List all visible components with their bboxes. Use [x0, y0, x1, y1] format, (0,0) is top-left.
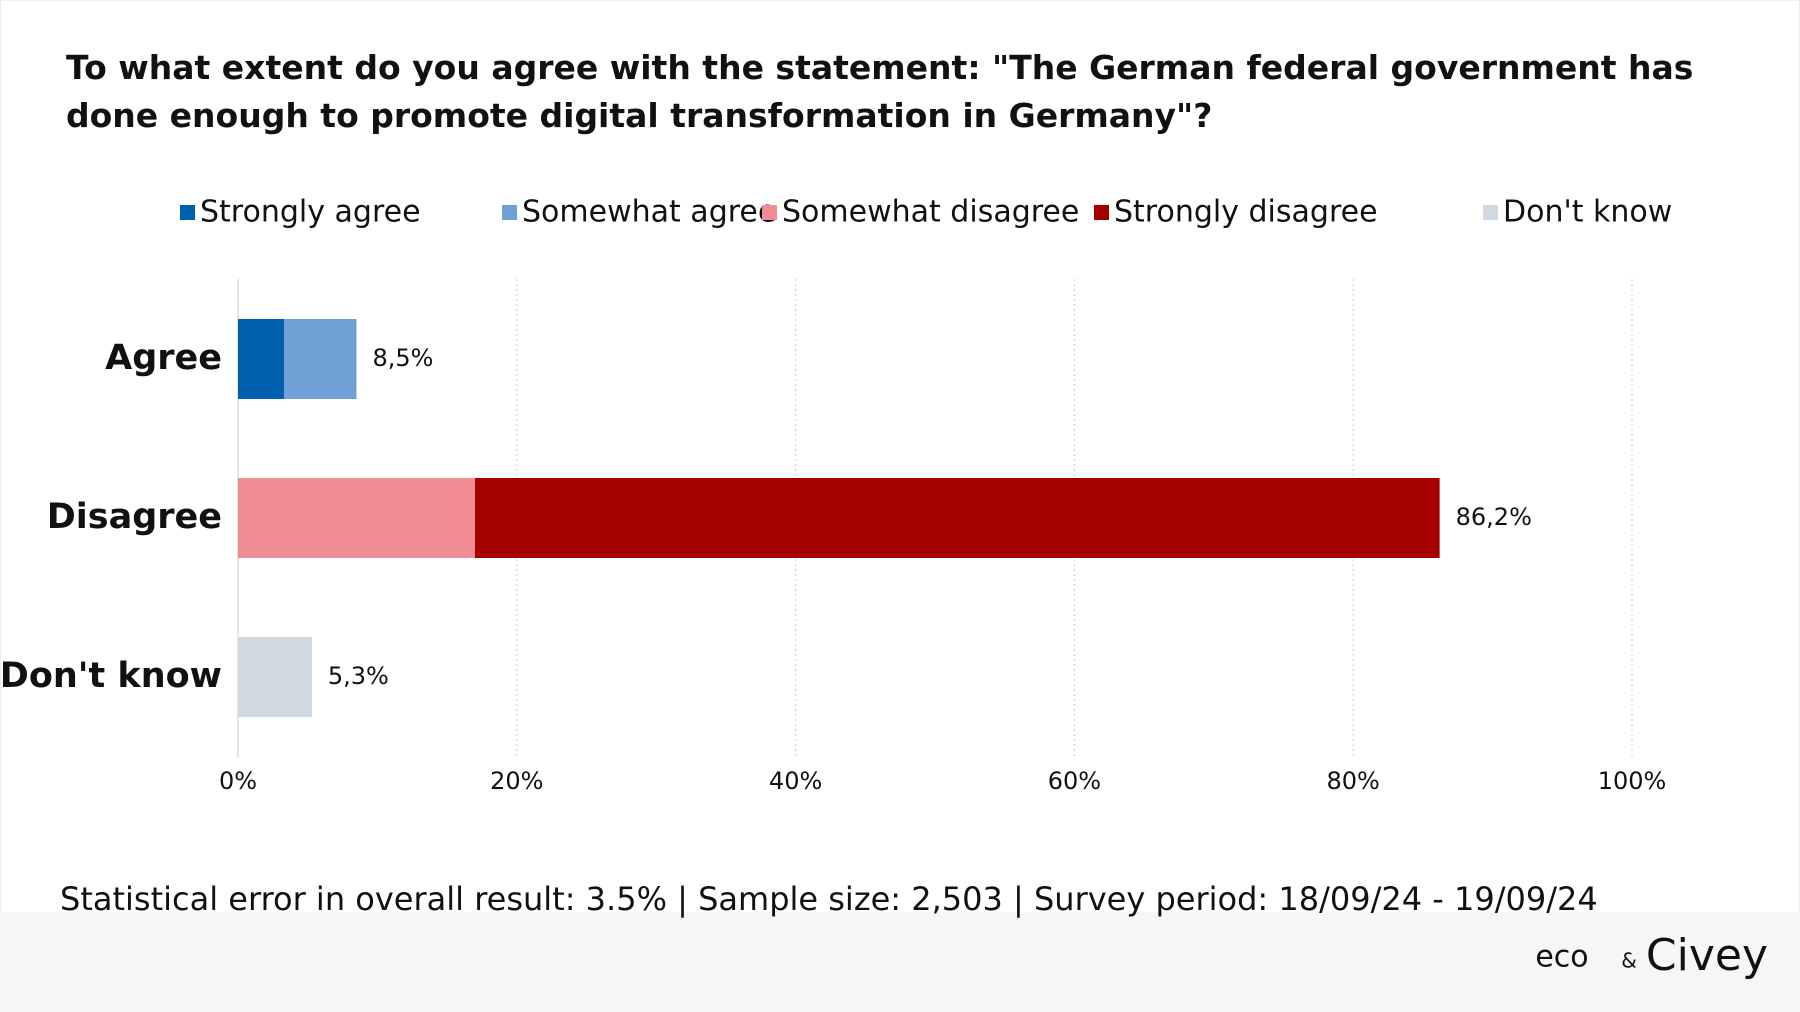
bar-segment	[238, 478, 475, 558]
total-label: 8,5%	[372, 344, 433, 372]
legend-swatch	[180, 205, 195, 220]
x-tick-label: 20%	[490, 767, 543, 795]
logo-civey: Civey	[1646, 930, 1768, 981]
legend-label: Strongly agree	[200, 195, 421, 230]
x-tick-label: 60%	[1048, 767, 1101, 795]
legend-label: Strongly disagree	[1114, 195, 1378, 230]
logo-amp: &	[1621, 949, 1637, 973]
total-label: 86,2%	[1456, 503, 1532, 531]
chart-title: To what extent do you agree with the sta…	[66, 48, 1694, 135]
x-tick-label: 80%	[1327, 767, 1380, 795]
y-tick-label: Disagree	[47, 497, 222, 537]
legend-swatch	[762, 205, 777, 220]
bar-segment	[474, 478, 1440, 558]
x-tick-label: 0%	[219, 767, 257, 795]
legend-label: Don't know	[1503, 195, 1672, 230]
legend-swatch	[1094, 205, 1109, 220]
footer-band	[0, 912, 1800, 1012]
bar-segment	[238, 637, 312, 717]
bar-segment	[284, 319, 357, 399]
legend-swatch	[502, 205, 517, 220]
legend-label: Somewhat disagree	[782, 195, 1079, 230]
x-tick-label: 40%	[769, 767, 822, 795]
footer-note: Statistical error in overall result: 3.5…	[60, 880, 1598, 918]
total-label: 5,3%	[328, 662, 389, 690]
title-box: To what extent do you agree with the sta…	[66, 48, 1694, 135]
y-tick-label: Agree	[105, 338, 222, 378]
y-tick-label: Don't know	[0, 656, 222, 696]
legend-label: Somewhat agree	[522, 195, 776, 230]
logo-eco: eco	[1535, 940, 1588, 975]
x-tick-label: 100%	[1598, 767, 1667, 795]
bar-segment	[238, 319, 285, 399]
legend-swatch	[1483, 205, 1498, 220]
